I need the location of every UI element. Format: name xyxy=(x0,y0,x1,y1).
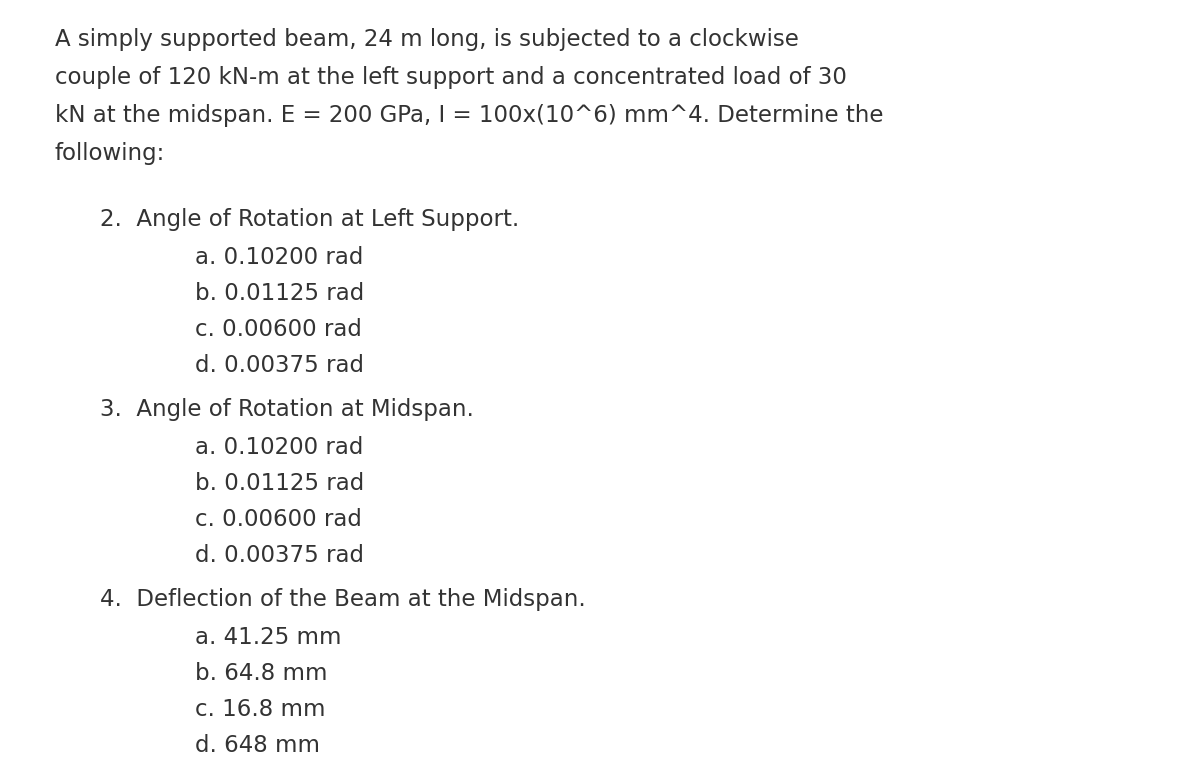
Text: A simply supported beam, 24 m long, is subjected to a clockwise: A simply supported beam, 24 m long, is s… xyxy=(55,28,799,51)
Text: c. 0.00600 rad: c. 0.00600 rad xyxy=(194,318,362,341)
Text: d. 648 mm: d. 648 mm xyxy=(194,734,320,757)
Text: a. 0.10200 rad: a. 0.10200 rad xyxy=(194,246,364,269)
Text: 3.  Angle of Rotation at Midspan.: 3. Angle of Rotation at Midspan. xyxy=(100,398,474,421)
Text: b. 64.8 mm: b. 64.8 mm xyxy=(194,662,328,685)
Text: c. 16.8 mm: c. 16.8 mm xyxy=(194,698,325,721)
Text: couple of 120 kN-m at the left support and a concentrated load of 30: couple of 120 kN-m at the left support a… xyxy=(55,66,847,89)
Text: 4.  Deflection of the Beam at the Midspan.: 4. Deflection of the Beam at the Midspan… xyxy=(100,588,586,611)
Text: b. 0.01125 rad: b. 0.01125 rad xyxy=(194,472,365,495)
Text: d. 0.00375 rad: d. 0.00375 rad xyxy=(194,544,364,567)
Text: 2.  Angle of Rotation at Left Support.: 2. Angle of Rotation at Left Support. xyxy=(100,208,520,231)
Text: d. 0.00375 rad: d. 0.00375 rad xyxy=(194,354,364,377)
Text: a. 41.25 mm: a. 41.25 mm xyxy=(194,626,342,649)
Text: a. 0.10200 rad: a. 0.10200 rad xyxy=(194,436,364,459)
Text: c. 0.00600 rad: c. 0.00600 rad xyxy=(194,508,362,531)
Text: b. 0.01125 rad: b. 0.01125 rad xyxy=(194,282,365,305)
Text: kN at the midspan. E = 200 GPa, I = 100x(10^6) mm^4. Determine the: kN at the midspan. E = 200 GPa, I = 100x… xyxy=(55,104,883,127)
Text: following:: following: xyxy=(55,142,166,165)
